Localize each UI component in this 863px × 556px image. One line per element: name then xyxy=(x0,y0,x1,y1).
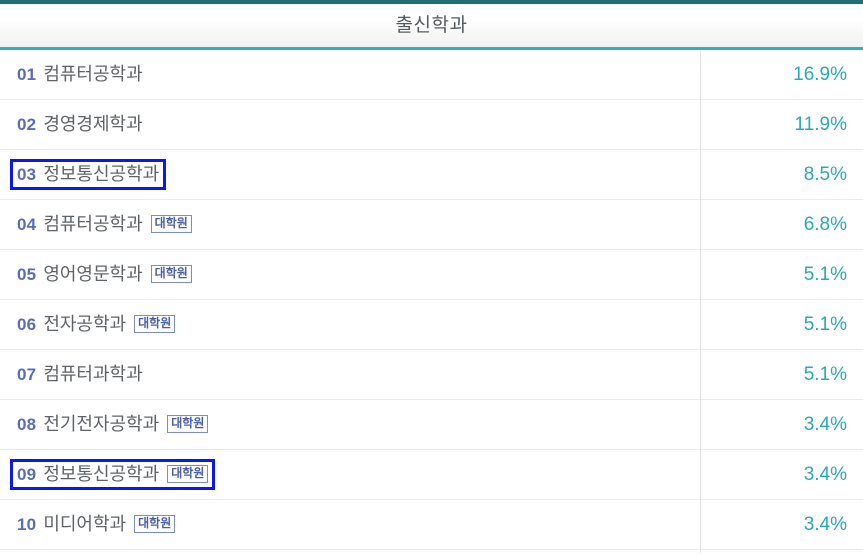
department-name: 전기전자공학과 xyxy=(43,414,160,434)
column-divider xyxy=(700,50,701,553)
department-name: 정보통신공학과 xyxy=(43,164,160,184)
department-cell: 01 컴퓨터공학과 xyxy=(0,50,700,99)
rank-number: 02 xyxy=(17,114,37,134)
table-row[interactable]: 04 컴퓨터공학과 대학원 6.8% xyxy=(0,200,863,250)
percentage-value: 3.4% xyxy=(803,514,847,535)
rank-number: 04 xyxy=(17,214,37,234)
department-name: 전자공학과 xyxy=(43,314,127,334)
table-row[interactable]: 07 컴퓨터과학과 5.1% xyxy=(0,350,863,400)
table-row[interactable]: 08 전기전자공학과 대학원 3.4% xyxy=(0,400,863,450)
department-name: 컴퓨터공학과 xyxy=(43,214,143,234)
page-title: 출신학과 xyxy=(395,15,468,36)
graduate-school-badge: 대학원 xyxy=(167,465,209,483)
department-cell: 05 영어영문학과 대학원 xyxy=(0,250,700,299)
percentage-value: 5.1% xyxy=(803,264,847,285)
rank-number: 05 xyxy=(17,264,37,284)
table-body: 01 컴퓨터공학과 16.9% 02 경영경제학과 11.9% 03 정보통신공학과 8.5% 0… xyxy=(0,50,863,553)
rank-number: 10 xyxy=(17,514,37,534)
department-cell: 06 전자공학과 대학원 xyxy=(0,300,700,349)
department-label-group: 10 미디어학과 대학원 xyxy=(10,509,182,540)
department-name: 컴퓨터과학과 xyxy=(43,364,143,384)
department-name: 미디어학과 xyxy=(43,514,127,534)
table-row[interactable]: 05 영어영문학과 대학원 5.1% xyxy=(0,250,863,300)
department-cell: 03 정보통신공학과 xyxy=(0,150,700,199)
graduate-school-badge: 대학원 xyxy=(134,515,176,533)
department-name: 정보통신공학과 xyxy=(43,464,160,484)
rank-number: 01 xyxy=(17,64,37,84)
rank-number: 07 xyxy=(17,364,37,384)
percentage-value: 11.9% xyxy=(794,114,847,135)
percentage-value: 5.1% xyxy=(803,314,847,335)
department-label-group: 01 컴퓨터공학과 xyxy=(10,59,150,90)
department-label-group: 02 경영경제학과 xyxy=(10,109,150,140)
percentage-value: 5.1% xyxy=(803,364,847,385)
department-cell: 10 미디어학과 대학원 xyxy=(0,500,700,549)
graduate-school-badge: 대학원 xyxy=(150,215,192,233)
rank-number: 06 xyxy=(17,314,37,334)
highlight-box: 03 정보통신공학과 xyxy=(10,159,167,190)
table-header: 출신학과 xyxy=(0,0,863,50)
department-cell: 07 컴퓨터과학과 xyxy=(0,350,700,399)
department-label-group: 04 컴퓨터공학과 대학원 xyxy=(10,209,199,240)
table-row[interactable]: 06 전자공학과 대학원 5.1% xyxy=(0,300,863,350)
department-label-group: 05 영어영문학과 대학원 xyxy=(10,259,199,290)
rank-number: 03 xyxy=(17,164,37,184)
table-row[interactable]: 09 정보통신공학과 대학원 3.4% xyxy=(0,450,863,500)
department-cell: 09 정보통신공학과 대학원 xyxy=(0,450,700,499)
table-row[interactable]: 10 미디어학과 대학원 3.4% xyxy=(0,500,863,550)
percentage-value: 3.4% xyxy=(803,414,847,435)
percentage-value: 16.9% xyxy=(793,64,847,85)
department-name: 영어영문학과 xyxy=(43,264,143,284)
percentage-value: 8.5% xyxy=(803,164,847,185)
table-row[interactable]: 02 경영경제학과 11.9% xyxy=(0,100,863,150)
graduate-school-badge: 대학원 xyxy=(167,415,209,433)
graduate-school-badge: 대학원 xyxy=(134,315,176,333)
table-row[interactable]: 01 컴퓨터공학과 16.9% xyxy=(0,50,863,100)
department-cell: 08 전기전자공학과 대학원 xyxy=(0,400,700,449)
rank-number: 08 xyxy=(17,414,37,434)
department-label-group: 07 컴퓨터과학과 xyxy=(10,359,150,390)
department-label-group: 08 전기전자공학과 대학원 xyxy=(10,409,215,440)
highlight-box: 09 정보통신공학과 대학원 xyxy=(10,459,216,490)
department-label-group: 06 전자공학과 대학원 xyxy=(10,309,182,340)
rank-number: 09 xyxy=(17,464,37,484)
percentage-value: 6.8% xyxy=(803,214,847,235)
department-cell: 04 컴퓨터공학과 대학원 xyxy=(0,200,700,249)
percentage-value: 3.4% xyxy=(803,464,847,485)
department-name: 경영경제학과 xyxy=(43,114,143,134)
department-cell: 02 경영경제학과 xyxy=(0,100,700,149)
department-name: 컴퓨터공학과 xyxy=(43,64,143,84)
graduate-school-badge: 대학원 xyxy=(150,265,192,283)
table-row[interactable]: 03 정보통신공학과 8.5% xyxy=(0,150,863,200)
